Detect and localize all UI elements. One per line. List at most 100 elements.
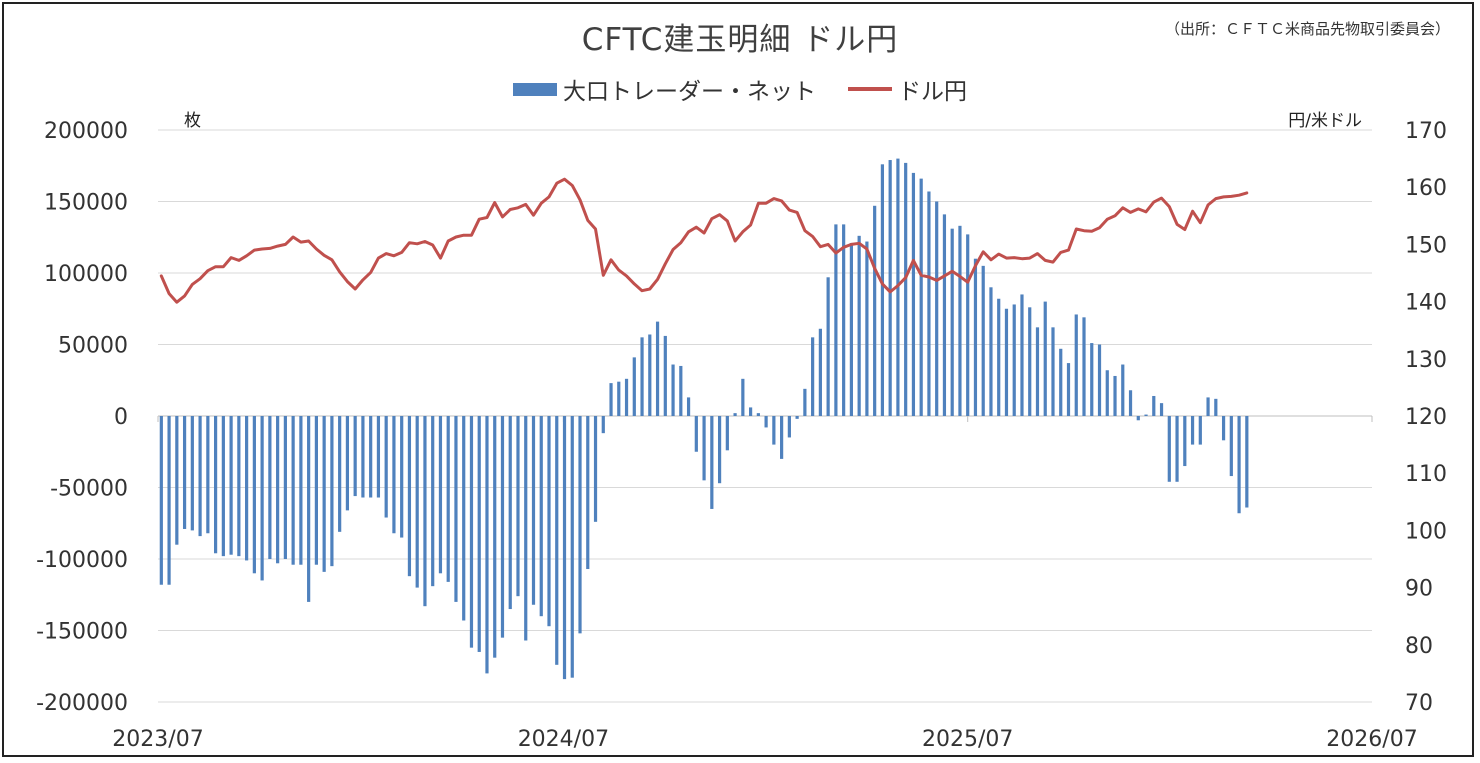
bar xyxy=(772,416,776,445)
bar xyxy=(260,416,264,581)
bar xyxy=(733,413,737,416)
bar xyxy=(958,225,962,416)
usdjpy-line xyxy=(159,177,1249,304)
bar xyxy=(159,416,163,585)
bar xyxy=(989,287,993,416)
bar xyxy=(539,416,543,617)
bar xyxy=(175,416,179,545)
bar xyxy=(942,214,947,416)
bar xyxy=(911,172,916,416)
bar xyxy=(1113,375,1117,416)
bar xyxy=(1198,416,1202,445)
bar xyxy=(1012,304,1016,416)
bar xyxy=(756,413,760,416)
bar xyxy=(454,416,458,602)
bar xyxy=(935,201,939,416)
bar xyxy=(1152,395,1156,416)
bar xyxy=(516,416,520,597)
right-tick-label: 170 xyxy=(1405,119,1447,144)
bar xyxy=(524,416,528,641)
left-tick-label: -100000 xyxy=(36,548,128,573)
bar xyxy=(826,277,830,416)
bar xyxy=(291,416,295,565)
bar xyxy=(710,416,714,509)
chart-title: CFTC建玉明細 ドル円 xyxy=(581,22,899,58)
bar xyxy=(741,378,745,416)
bar xyxy=(167,416,171,585)
legend-item-bar: 大口トレーダー・ネット xyxy=(513,72,816,106)
bar xyxy=(586,416,590,570)
bar xyxy=(640,337,644,416)
bar xyxy=(997,298,1001,416)
bar xyxy=(749,407,753,416)
bar xyxy=(1082,317,1086,416)
bar xyxy=(322,416,326,572)
bar xyxy=(1183,416,1187,467)
bar xyxy=(927,191,931,416)
bar xyxy=(1066,363,1071,416)
bar xyxy=(508,416,512,610)
right-tick-label: 70 xyxy=(1405,691,1433,716)
bar xyxy=(190,416,194,531)
right-tick-label: 110 xyxy=(1405,462,1447,487)
bar xyxy=(338,416,342,532)
bar xyxy=(811,337,815,416)
right-tick-label: 140 xyxy=(1405,291,1447,316)
x-tick-label: 2026/07 xyxy=(1326,727,1417,752)
bar xyxy=(245,416,249,561)
bar xyxy=(555,416,559,665)
bar xyxy=(198,416,202,537)
bar xyxy=(562,416,567,680)
bar xyxy=(268,416,272,559)
bar xyxy=(834,224,838,416)
bar xyxy=(1051,327,1055,416)
legend-item-line: ドル円 xyxy=(848,72,967,106)
right-tick-label: 130 xyxy=(1405,348,1447,373)
bar xyxy=(842,224,846,416)
bar xyxy=(1159,403,1164,416)
bar xyxy=(1136,416,1140,421)
bar xyxy=(632,357,636,416)
bar xyxy=(182,416,187,529)
right-tick-label: 150 xyxy=(1405,233,1447,258)
right-tick-label: 160 xyxy=(1405,176,1447,201)
bar xyxy=(1059,348,1063,416)
bar xyxy=(469,416,474,648)
right-axis-unit: 円/米ドル xyxy=(1288,111,1362,131)
bar xyxy=(865,241,869,416)
bar xyxy=(500,416,505,638)
bar xyxy=(314,416,318,565)
left-tick-label: 200000 xyxy=(44,119,128,144)
bar xyxy=(345,416,350,511)
bar xyxy=(1074,314,1078,416)
bar xyxy=(787,416,791,438)
bar xyxy=(617,381,621,416)
bar xyxy=(1043,301,1047,416)
bar xyxy=(849,242,853,416)
bar xyxy=(1035,327,1040,416)
bar xyxy=(764,416,768,428)
right-tick-label: 120 xyxy=(1405,405,1447,430)
bar xyxy=(330,416,334,567)
bar xyxy=(361,416,365,498)
bar xyxy=(369,416,373,498)
bar xyxy=(1128,390,1133,416)
bar xyxy=(1190,416,1195,445)
bar xyxy=(679,365,683,416)
x-tick-label: 2023/07 xyxy=(112,727,203,752)
bar xyxy=(438,416,443,574)
bar xyxy=(601,416,605,434)
bar xyxy=(1175,416,1179,482)
bar xyxy=(485,416,489,674)
left-tick-label: 50000 xyxy=(58,334,128,359)
bar xyxy=(1144,414,1148,416)
bar xyxy=(950,228,954,416)
bar xyxy=(857,235,861,416)
bar xyxy=(873,205,877,416)
bar xyxy=(593,416,598,522)
bar xyxy=(376,416,381,498)
bar xyxy=(392,416,396,534)
bar xyxy=(431,416,435,587)
bar xyxy=(1206,397,1210,416)
